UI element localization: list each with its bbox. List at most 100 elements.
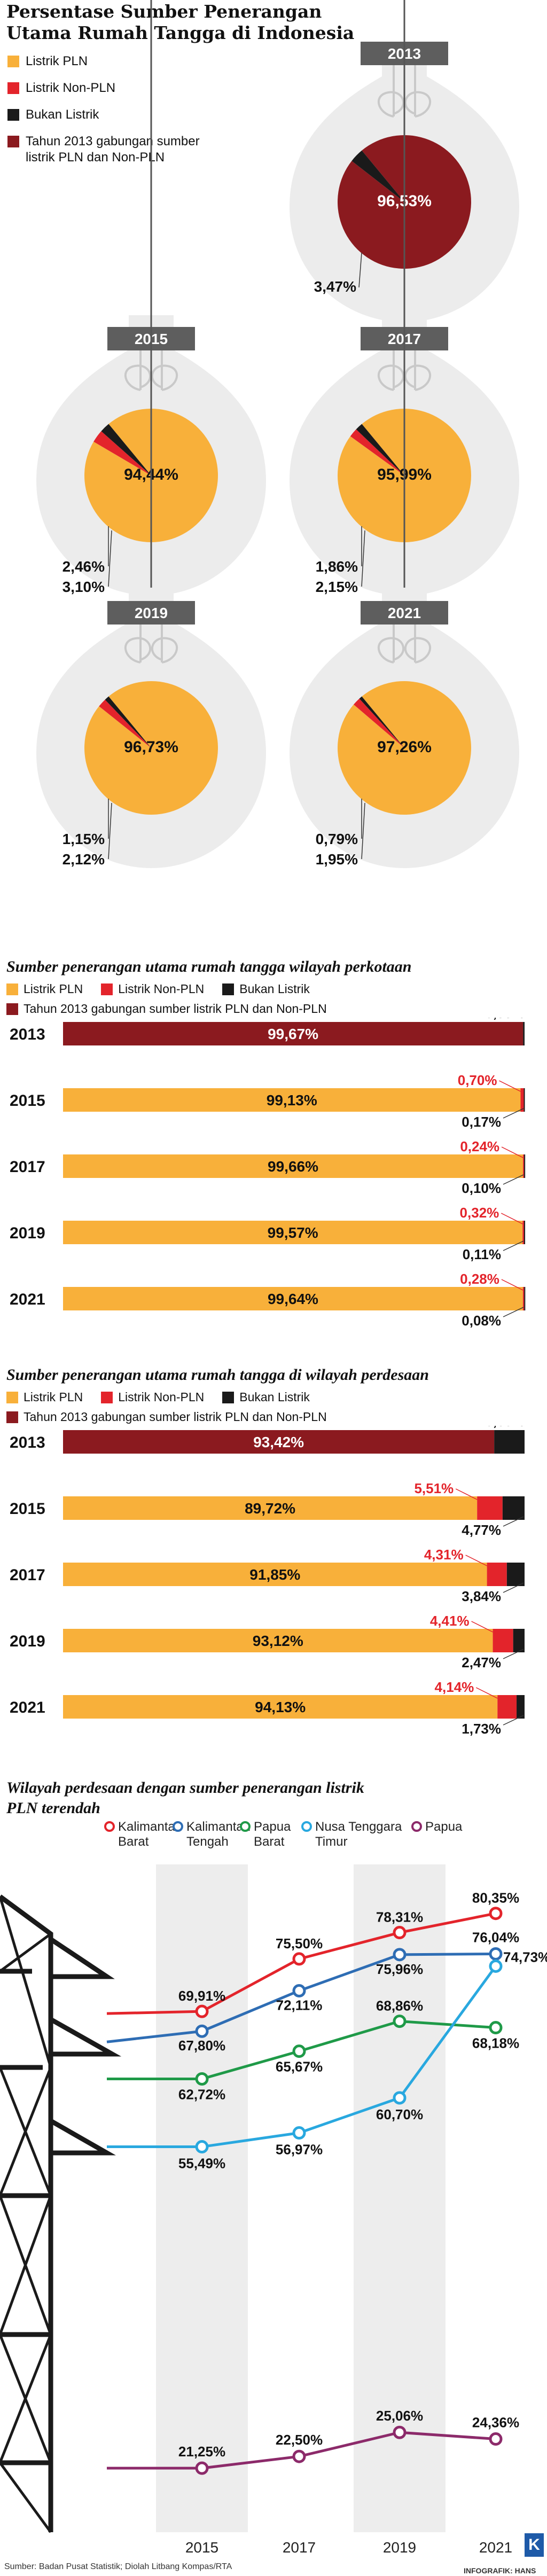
bar-main	[63, 1496, 478, 1520]
series-value-label: 68,86%	[376, 1998, 423, 2014]
series-point	[292, 2126, 306, 2140]
rural-legend: Listrik PLN Listrik Non-PLN Bukan Listri…	[6, 1390, 541, 1424]
pie-label-main: 96,73%	[124, 738, 178, 756]
swatch-pln	[7, 56, 19, 67]
x-tick-label: 2017	[283, 2539, 316, 2556]
bar-nonpln-label: 5,51%	[414, 1480, 454, 1496]
x-tick-label: 2021	[479, 2539, 512, 2556]
x-tick-label: 2019	[383, 2539, 416, 2556]
series-line	[201, 2020, 496, 2080]
bar-bukan-label: 0,17%	[462, 1114, 501, 1130]
credit-note: INFOGRAFIK: HANS	[464, 2566, 536, 2575]
series-value-label: 55,49%	[178, 2156, 225, 2172]
series-line	[201, 2431, 496, 2470]
bar-nonpln-label: 0,28%	[460, 1271, 499, 1287]
pie-slice	[101, 424, 151, 475]
bar-leader	[503, 1240, 524, 1251]
bar-leader	[503, 1516, 524, 1527]
bar-leader	[503, 1715, 524, 1726]
bar-leader	[499, 1080, 521, 1092]
series-point	[393, 2425, 407, 2439]
bar-main-label: 93,42%	[253, 1434, 304, 1450]
line-series: 21,25% 22,50% 25,06% 24,36%	[107, 2408, 519, 2475]
bar-leader	[471, 1621, 493, 1633]
series-point	[393, 1948, 407, 1962]
bar-bukan-label: 1,73%	[462, 1721, 501, 1737]
bar-leader	[501, 1146, 523, 1158]
pie-slice	[99, 699, 151, 748]
bar-bukan	[517, 1695, 525, 1719]
bar-nonpln	[520, 1088, 524, 1112]
line-series: 67,80% 72,11% 75,96% 76,04%	[106, 1929, 519, 2054]
line-chart: 69,91% 75,50% 78,31% 80,35% 67,80% 72,11% 75,9…	[0, 1864, 547, 2559]
pie-leader	[361, 802, 365, 860]
urban-legend-nonpln: Listrik Non-PLN	[101, 982, 204, 996]
bar-nonpln-label: 4,41%	[430, 1613, 470, 1629]
series-value-label: 72,11%	[276, 1997, 323, 2013]
series-value-label: 56,97%	[276, 2142, 323, 2158]
bar-main	[63, 1430, 495, 1454]
bar-nonpln	[523, 1154, 525, 1178]
bulb-filament	[377, 58, 432, 118]
series-point	[195, 2461, 209, 2475]
pie-leader	[361, 530, 365, 587]
line-legend-label: Barat	[254, 1835, 285, 1849]
series-line	[201, 1965, 497, 2149]
bar-leader	[501, 1279, 523, 1291]
bar-leader	[503, 1307, 524, 1317]
bar-bukan	[513, 1629, 525, 1652]
bar-nonpln-label: 4,14%	[435, 1679, 474, 1695]
bar-main-label: 93,12%	[253, 1633, 303, 1649]
line-legend-label: Barat	[118, 1835, 149, 1849]
series-point	[292, 2449, 306, 2463]
line-legend-label: Papua	[425, 1820, 463, 1834]
series-point	[292, 1952, 306, 1966]
line-legend-marker	[411, 1821, 422, 1832]
bar-bukan	[524, 1287, 526, 1310]
bar-year-label: 2017	[10, 1566, 45, 1584]
series-lead	[106, 2029, 202, 2043]
series-line	[201, 1912, 496, 2013]
bulb-filament	[124, 604, 178, 663]
series-point	[195, 2024, 209, 2038]
bar-nonpln-label: 0,32%	[460, 1205, 499, 1221]
bar-leader	[501, 1213, 523, 1224]
series-point	[489, 1959, 503, 1973]
bar-nonpln	[497, 1695, 517, 1719]
pie-label-bukan: 1,86%	[316, 558, 358, 575]
bar-year-label: 2015	[10, 1092, 45, 1110]
urban-chart-title: Sumber penerangan utama rumah tangga wil…	[6, 958, 412, 975]
series-value-label: 75,50%	[276, 1935, 323, 1951]
pie-label-bukan: 1,15%	[62, 831, 105, 847]
pie-slice	[93, 431, 151, 475]
bar-main	[63, 1287, 523, 1310]
series-lead	[106, 2010, 202, 2015]
bar-main-label: 99,57%	[268, 1224, 318, 1241]
series-value-label: 60,70%	[376, 2106, 423, 2122]
legend-item-nonpln: Listrik Non-PLN	[7, 80, 307, 96]
series-value-label: 76,04%	[472, 1929, 519, 1945]
bar-year-label: 2017	[10, 1158, 45, 1176]
series-value-label: 65,67%	[276, 2059, 323, 2075]
bar-main	[63, 1221, 523, 1244]
bar-row-2015: 2015 99,13% 0,70% 0,17%	[10, 1072, 525, 1130]
series-point	[393, 2015, 407, 2028]
source-note: Sumber: Badan Pusat Statistik; Diolah Li…	[4, 2562, 232, 2571]
line-legend-marker	[173, 1821, 183, 1832]
bar-bukan-label: 6,58%	[485, 1426, 525, 1429]
urban-svg: 2013 99,67% 0,33% 2015 99,13% 0,70% 0,17% 2017 9…	[10, 1005, 526, 1329]
column-band	[354, 1864, 446, 2532]
bar-leader	[503, 1108, 524, 1119]
x-tick-label: 2015	[185, 2539, 218, 2556]
bar-bukan-label: 2,47%	[462, 1654, 501, 1671]
pie-label-nonpln: 3,10%	[62, 579, 105, 595]
bar-nonpln-label: 0,24%	[460, 1138, 499, 1154]
bar-nonpln-label: 4,31%	[424, 1547, 464, 1563]
series-value-label: 21,25%	[178, 2444, 225, 2460]
bar-main-label: 99,66%	[268, 1158, 318, 1175]
bar-main	[63, 1154, 523, 1178]
urban-legend-gabungan: Tahun 2013 gabungan sumber listrik PLN d…	[6, 1002, 327, 1016]
bar-main	[63, 1088, 521, 1112]
bulb-filament	[377, 331, 432, 391]
